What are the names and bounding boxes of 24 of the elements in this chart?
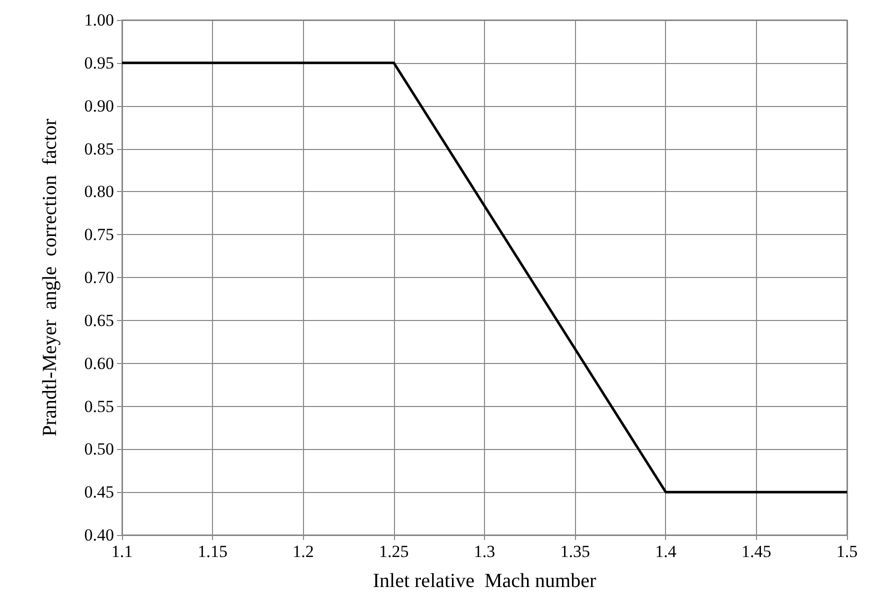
y-tick-label: 0.55 <box>84 396 114 416</box>
y-tick-label: 1.00 <box>84 10 114 30</box>
x-tick-label: 1.45 <box>742 542 772 561</box>
y-tick-label: 0.80 <box>84 182 114 202</box>
y-tick-label: 0.85 <box>84 139 114 158</box>
y-tick-label: 0.60 <box>84 354 114 373</box>
x-tick-label: 1.35 <box>560 542 590 561</box>
y-tick-label: 0.95 <box>84 53 114 72</box>
x-tick-label: 1.5 <box>836 542 858 561</box>
y-tick-label: 0.70 <box>84 268 114 287</box>
y-axis-title: Prandtl-Meyer angle correction factor <box>39 118 61 436</box>
y-tick-label: 0.45 <box>84 482 114 502</box>
y-tick-label: 0.65 <box>84 310 114 330</box>
x-tick-label: 1.1 <box>111 542 133 561</box>
y-tick-label: 0.90 <box>84 96 114 116</box>
x-tick-label: 1.3 <box>474 542 496 561</box>
x-tick-label: 1.2 <box>292 542 314 561</box>
x-axis-title: Inlet relative Mach number <box>372 570 596 592</box>
x-tick-label: 1.25 <box>379 542 409 561</box>
y-tick-label: 0.40 <box>84 526 114 544</box>
x-tick-label: 1.15 <box>198 542 228 561</box>
y-tick-label: 0.50 <box>84 440 114 459</box>
y-tick-label: 0.75 <box>84 225 114 244</box>
x-tick-label: 1.4 <box>655 542 677 561</box>
